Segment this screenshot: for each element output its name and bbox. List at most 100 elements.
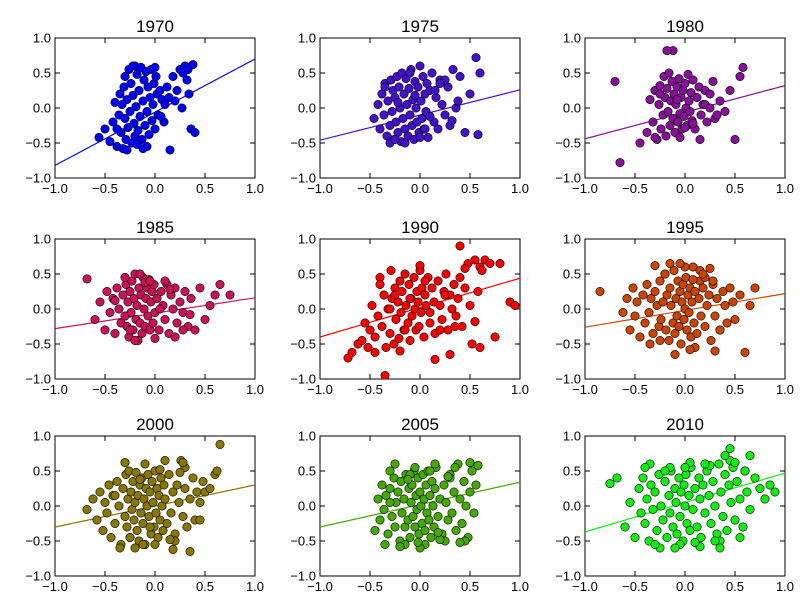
data-point [684,307,694,317]
data-point [672,95,682,105]
data-point [688,118,698,128]
data-point [705,89,715,99]
scatter-panel: −1.0 −0.5 0.0 0.5 1.0 1.0 0.5 0.0 −0.5 −1.0 2005 [290,415,529,594]
data-point [133,125,143,135]
data-point [210,290,220,300]
data-point [105,137,115,147]
data-point [698,283,708,293]
data-point [738,62,748,72]
data-point [160,455,170,465]
data-point [145,276,155,286]
data-point [125,532,135,542]
data-point [408,511,418,521]
y-tick-label: −1.0 [555,171,581,186]
data-point [387,511,397,521]
data-point [126,307,136,317]
data-point [686,88,696,98]
data-point [700,508,710,518]
y-tick-label: −1.0 [25,372,51,387]
data-point [473,130,483,140]
data-point [405,335,415,345]
panel-title: 1990 [401,218,439,237]
data-point [129,515,139,525]
x-tick-label: 0.0 [676,181,694,196]
y-tick-label: 1.0 [298,232,316,247]
data-point [467,339,477,349]
data-point [692,522,702,532]
plot-area [55,269,255,345]
data-point [440,110,450,120]
data-point [383,529,393,539]
data-point [728,297,738,307]
y-tick-label: −1.0 [290,372,316,387]
data-point [421,300,431,310]
x-tick-label: 0.0 [676,579,694,594]
data-point [427,283,437,293]
x-tick-label: −0.5 [92,382,118,397]
data-point [688,504,698,514]
data-point [692,328,702,338]
plot-area [320,241,520,379]
x-tick-label: −0.5 [622,382,648,397]
data-point [190,325,200,335]
data-point [679,314,689,324]
data-point [390,290,400,300]
data-point [437,100,447,110]
data-point [430,459,440,469]
data-point [393,487,403,497]
data-point [409,272,419,282]
data-point [185,310,195,320]
data-point [433,528,443,538]
data-point [735,290,745,300]
data-point [634,483,644,493]
data-point [652,525,662,535]
data-point [618,307,628,317]
data-point [689,318,699,328]
data-point [449,487,459,497]
data-point [710,311,720,321]
data-point [166,508,176,518]
data-point [369,114,379,124]
data-point [630,311,640,321]
data-point [465,300,475,310]
data-point [164,469,174,479]
data-point [615,158,625,168]
data-point [725,283,735,293]
data-point [430,86,440,96]
data-point [715,325,725,335]
y-tick-label: 0.0 [563,101,581,116]
data-point [640,318,650,328]
x-tick-label: −1.0 [572,181,598,196]
data-point [188,473,198,483]
y-tick-label: 1.0 [33,429,51,444]
data-point [375,279,385,289]
data-point [745,451,755,461]
data-point [435,325,445,335]
data-point [712,110,722,120]
data-point [770,487,780,497]
x-tick-label: −0.5 [357,382,383,397]
data-point [740,347,750,357]
data-point [710,346,720,356]
data-point [370,332,380,342]
data-point [680,79,690,89]
data-point [441,269,451,279]
data-point [180,483,190,493]
data-point [716,487,726,497]
data-point [155,304,165,314]
data-point [465,89,475,99]
data-point [394,82,404,92]
data-point [654,100,664,110]
data-point [490,332,500,342]
data-point [698,269,708,279]
data-point [135,269,145,279]
x-tick-label: −1.0 [572,579,598,594]
data-point [387,107,397,117]
data-point [668,522,678,532]
y-tick-label: 0.5 [33,66,51,81]
data-point [172,480,182,490]
data-point [98,525,108,535]
data-point [396,307,406,317]
data-point [115,89,125,99]
data-point [638,290,648,300]
